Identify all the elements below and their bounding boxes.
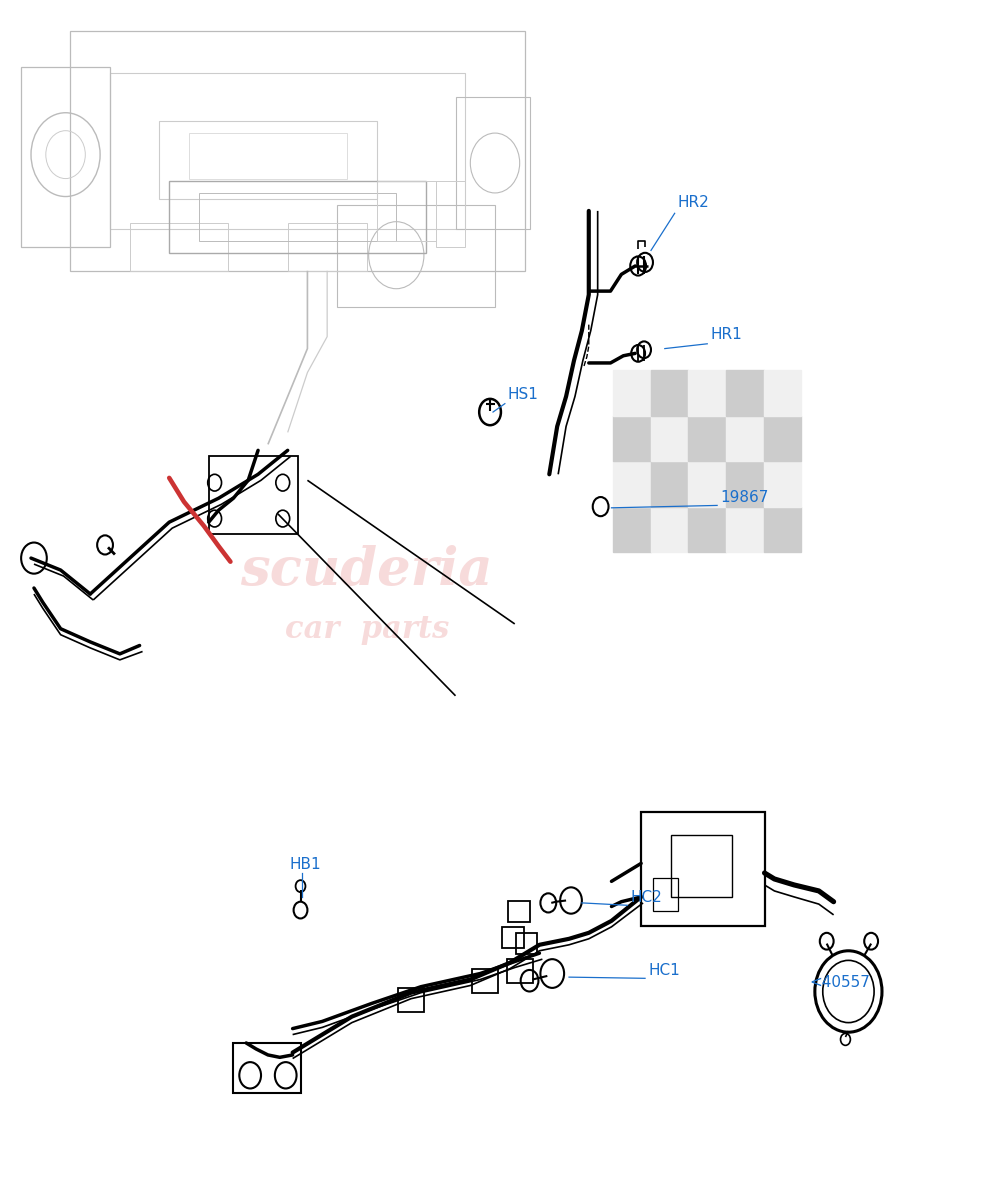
Bar	[688, 370, 726, 415]
Text: HR2: HR2	[677, 196, 710, 210]
Bar	[21, 67, 110, 247]
Bar	[614, 415, 651, 461]
Bar	[376, 181, 436, 241]
Bar	[614, 461, 651, 506]
Bar	[671, 835, 732, 896]
Text: HC1: HC1	[648, 962, 680, 978]
Text: car  parts: car parts	[284, 614, 448, 646]
Bar	[651, 461, 688, 506]
Bar	[688, 415, 726, 461]
Bar	[688, 506, 726, 552]
Text: HS1: HS1	[508, 386, 539, 402]
Bar	[159, 121, 376, 199]
Bar	[508, 900, 530, 922]
Bar	[614, 506, 651, 552]
Bar	[516, 932, 538, 954]
Bar	[169, 181, 426, 253]
Bar	[189, 133, 346, 179]
Bar	[726, 370, 763, 415]
Text: HC2: HC2	[631, 889, 662, 905]
Bar	[199, 193, 396, 241]
Bar	[651, 506, 688, 552]
Bar	[70, 31, 525, 271]
Bar	[651, 415, 688, 461]
Bar	[763, 415, 801, 461]
Bar	[651, 370, 688, 415]
Bar	[642, 812, 764, 925]
Bar	[763, 370, 801, 415]
Text: <40557: <40557	[809, 974, 870, 990]
Bar	[234, 1043, 301, 1093]
Bar	[507, 959, 533, 983]
Text: 19867: 19867	[720, 490, 768, 505]
Bar	[209, 456, 298, 534]
Bar	[110, 73, 465, 229]
Bar	[614, 370, 651, 415]
Bar	[288, 223, 366, 271]
Bar	[130, 223, 229, 271]
Bar	[502, 926, 524, 948]
Bar	[337, 205, 495, 307]
Bar	[726, 415, 763, 461]
Text: scuderia: scuderia	[241, 545, 493, 595]
Bar	[763, 506, 801, 552]
Bar	[455, 97, 530, 229]
Bar	[726, 506, 763, 552]
Bar	[763, 461, 801, 506]
Text: HR1: HR1	[710, 328, 742, 342]
Bar	[472, 968, 498, 992]
Bar	[436, 181, 465, 247]
Bar	[653, 877, 677, 911]
Bar	[398, 988, 424, 1012]
Bar	[726, 461, 763, 506]
Text: HB1: HB1	[290, 857, 322, 872]
Bar	[688, 461, 726, 506]
